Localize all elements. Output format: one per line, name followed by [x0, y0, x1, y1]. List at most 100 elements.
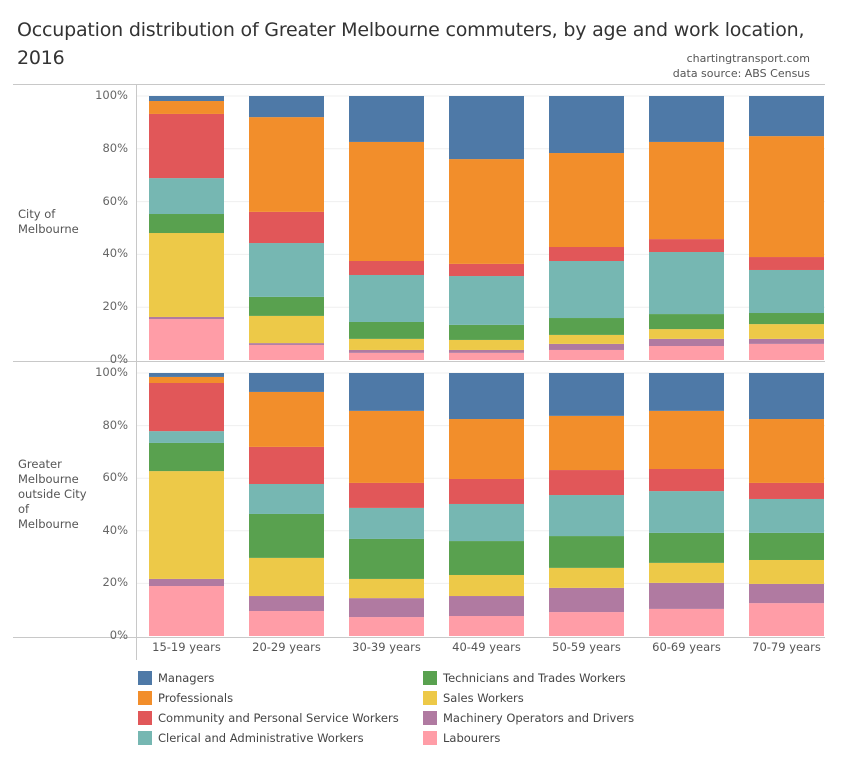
bar-segment[interactable]: City of Melbourne | 30-39 years | Manage… [349, 96, 424, 142]
bar-segment[interactable]: Greater Melbourne outside City of Melbou… [449, 541, 524, 575]
bar-segment[interactable]: City of Melbourne | 20-29 years | Commun… [249, 211, 324, 244]
bar-segment[interactable]: Greater Melbourne outside City of Melbou… [549, 587, 624, 613]
bar-segment[interactable]: City of Melbourne | 60-69 years | Labour… [649, 346, 724, 360]
bar-segment[interactable]: City of Melbourne | 40-49 years | Labour… [449, 352, 524, 360]
bar-segment[interactable]: Greater Melbourne outside City of Melbou… [649, 532, 724, 563]
bar-segment[interactable]: City of Melbourne | 60-69 years | Machin… [649, 338, 724, 347]
bar-segment[interactable]: City of Melbourne | 40-49 years | Cleric… [449, 276, 524, 325]
bar-segment[interactable]: City of Melbourne | 30-39 years | Techni… [349, 321, 424, 339]
bar-segment[interactable]: City of Melbourne | 70-79 years | Sales … [749, 324, 824, 339]
legend-item[interactable]: Clerical and Administrative Workers [138, 730, 364, 746]
bar-segment[interactable]: City of Melbourne | 30-39 years | Sales … [349, 338, 424, 350]
bar-segment[interactable]: Greater Melbourne outside City of Melbou… [449, 574, 524, 597]
bar-segment[interactable]: Greater Melbourne outside City of Melbou… [549, 415, 624, 471]
bar-segment[interactable]: Greater Melbourne outside City of Melbou… [249, 446, 324, 484]
bar-segment[interactable]: City of Melbourne | 20-29 years | Techni… [249, 296, 324, 316]
bar-segment[interactable]: Greater Melbourne outside City of Melbou… [249, 596, 324, 612]
legend-item[interactable]: Labourers [423, 730, 500, 746]
legend-item[interactable]: Sales Workers [423, 690, 524, 706]
bar-segment[interactable]: Greater Melbourne outside City of Melbou… [149, 471, 224, 579]
legend-item[interactable]: Technicians and Trades Workers [423, 670, 626, 686]
bar-segment[interactable]: City of Melbourne | 30-39 years | Profes… [349, 141, 424, 261]
legend-item[interactable]: Professionals [138, 690, 233, 706]
bar-segment[interactable]: City of Melbourne | 15-19 years | Machin… [149, 316, 224, 320]
bar-segment[interactable]: City of Melbourne | 40-49 years | Machin… [449, 349, 524, 353]
bar-segment[interactable]: City of Melbourne | 20-29 years | Profes… [249, 117, 324, 212]
bar-segment[interactable]: Greater Melbourne outside City of Melbou… [449, 478, 524, 504]
bar-segment[interactable]: Greater Melbourne outside City of Melbou… [149, 376, 224, 383]
bar-segment[interactable]: City of Melbourne | 20-29 years | Manage… [249, 96, 324, 118]
legend-item[interactable]: Community and Personal Service Workers [138, 710, 399, 726]
bar-segment[interactable]: Greater Melbourne outside City of Melbou… [449, 616, 524, 636]
bar-segment[interactable]: City of Melbourne | 20-29 years | Machin… [249, 343, 324, 345]
bar-segment[interactable]: Greater Melbourne outside City of Melbou… [749, 559, 824, 584]
bar-segment[interactable]: Greater Melbourne outside City of Melbou… [149, 382, 224, 432]
bar-segment[interactable]: City of Melbourne | 70-79 years | Labour… [749, 343, 824, 360]
bar-segment[interactable]: City of Melbourne | 60-69 years | Cleric… [649, 252, 724, 315]
legend-item[interactable]: Managers [138, 670, 214, 686]
bar-segment[interactable]: Greater Melbourne outside City of Melbou… [449, 373, 524, 420]
bar-segment[interactable]: City of Melbourne | 50-59 years | Cleric… [549, 261, 624, 319]
legend-item[interactable]: Machinery Operators and Drivers [423, 710, 634, 726]
bar-segment[interactable]: City of Melbourne | 70-79 years | Techni… [749, 313, 824, 325]
bar-segment[interactable]: City of Melbourne | 15-19 years | Profes… [149, 101, 224, 114]
bar-segment[interactable]: Greater Melbourne outside City of Melbou… [549, 495, 624, 537]
bar-segment[interactable]: Greater Melbourne outside City of Melbou… [149, 586, 224, 636]
bar-segment[interactable]: City of Melbourne | 70-79 years | Commun… [749, 257, 824, 270]
bar-segment[interactable]: Greater Melbourne outside City of Melbou… [649, 373, 724, 411]
bar-segment[interactable]: City of Melbourne | 50-59 years | Profes… [549, 153, 624, 248]
bar-segment[interactable]: City of Melbourne | 15-19 years | Techni… [149, 214, 224, 234]
bar-segment[interactable]: Greater Melbourne outside City of Melbou… [649, 562, 724, 583]
bar-segment[interactable]: Greater Melbourne outside City of Melbou… [649, 468, 724, 492]
bar-segment[interactable]: Greater Melbourne outside City of Melbou… [649, 582, 724, 609]
bar-segment[interactable]: City of Melbourne | 15-19 years | Manage… [149, 96, 224, 102]
bar-segment[interactable]: Greater Melbourne outside City of Melbou… [749, 603, 824, 636]
bar-segment[interactable]: City of Melbourne | 70-79 years | Manage… [749, 96, 824, 137]
bar-segment[interactable]: City of Melbourne | 50-59 years | Commun… [549, 247, 624, 261]
bar-segment[interactable]: City of Melbourne | 50-59 years | Machin… [549, 343, 624, 350]
bar-segment[interactable]: City of Melbourne | 40-49 years | Profes… [449, 159, 524, 264]
bar-segment[interactable]: Greater Melbourne outside City of Melbou… [749, 583, 824, 604]
bar-segment[interactable]: Greater Melbourne outside City of Melbou… [349, 617, 424, 636]
bar-segment[interactable]: Greater Melbourne outside City of Melbou… [249, 513, 324, 558]
bar-segment[interactable]: Greater Melbourne outside City of Melbou… [649, 491, 724, 533]
bar-segment[interactable]: City of Melbourne | 40-49 years | Manage… [449, 96, 524, 160]
bar-segment[interactable]: Greater Melbourne outside City of Melbou… [149, 578, 224, 587]
bar-segment[interactable]: City of Melbourne | 40-49 years | Commun… [449, 263, 524, 277]
bar-segment[interactable]: Greater Melbourne outside City of Melbou… [249, 373, 324, 392]
bar-segment[interactable]: City of Melbourne | 40-49 years | Sales … [449, 339, 524, 350]
bar-segment[interactable]: Greater Melbourne outside City of Melbou… [449, 419, 524, 479]
bar-segment[interactable]: Greater Melbourne outside City of Melbou… [149, 431, 224, 443]
bar-segment[interactable]: Greater Melbourne outside City of Melbou… [249, 611, 324, 636]
bar-segment[interactable]: Greater Melbourne outside City of Melbou… [549, 536, 624, 568]
bar-segment[interactable]: City of Melbourne | 60-69 years | Profes… [649, 141, 724, 240]
bar-segment[interactable]: City of Melbourne | 60-69 years | Manage… [649, 96, 724, 142]
bar-segment[interactable]: City of Melbourne | 30-39 years | Commun… [349, 261, 424, 275]
bar-segment[interactable]: City of Melbourne | 30-39 years | Labour… [349, 352, 424, 360]
bar-segment[interactable]: Greater Melbourne outside City of Melbou… [649, 410, 724, 469]
bar-segment[interactable]: Greater Melbourne outside City of Melbou… [549, 470, 624, 496]
bar-segment[interactable]: City of Melbourne | 50-59 years | Sales … [549, 334, 624, 344]
bar-segment[interactable]: Greater Melbourne outside City of Melbou… [749, 419, 824, 483]
bar-segment[interactable]: Greater Melbourne outside City of Melbou… [249, 391, 324, 447]
bar-segment[interactable]: Greater Melbourne outside City of Melbou… [449, 503, 524, 542]
bar-segment[interactable]: Greater Melbourne outside City of Melbou… [749, 482, 824, 499]
bar-segment[interactable]: Greater Melbourne outside City of Melbou… [249, 557, 324, 597]
bar-segment[interactable]: City of Melbourne | 20-29 years | Cleric… [249, 243, 324, 297]
bar-segment[interactable]: Greater Melbourne outside City of Melbou… [749, 532, 824, 560]
bar-segment[interactable]: City of Melbourne | 50-59 years | Labour… [549, 349, 624, 360]
bar-segment[interactable]: City of Melbourne | 60-69 years | Techni… [649, 314, 724, 330]
bar-segment[interactable]: Greater Melbourne outside City of Melbou… [149, 373, 224, 377]
bar-segment[interactable]: Greater Melbourne outside City of Melbou… [549, 612, 624, 636]
bar-segment[interactable]: City of Melbourne | 60-69 years | Sales … [649, 329, 724, 339]
bar-segment[interactable]: City of Melbourne | 20-29 years | Labour… [249, 344, 324, 360]
bar-segment[interactable]: City of Melbourne | 50-59 years | Techni… [549, 318, 624, 335]
bar-segment[interactable]: Greater Melbourne outside City of Melbou… [349, 598, 424, 618]
bar-segment[interactable]: City of Melbourne | 30-39 years | Cleric… [349, 274, 424, 322]
bar-segment[interactable]: Greater Melbourne outside City of Melbou… [449, 596, 524, 617]
bar-segment[interactable]: City of Melbourne | 15-19 years | Commun… [149, 113, 224, 179]
bar-segment[interactable]: Greater Melbourne outside City of Melbou… [349, 482, 424, 508]
bar-segment[interactable]: City of Melbourne | 15-19 years | Sales … [149, 233, 224, 317]
bar-segment[interactable]: City of Melbourne | 70-79 years | Cleric… [749, 269, 824, 314]
bar-segment[interactable]: Greater Melbourne outside City of Melbou… [349, 410, 424, 483]
